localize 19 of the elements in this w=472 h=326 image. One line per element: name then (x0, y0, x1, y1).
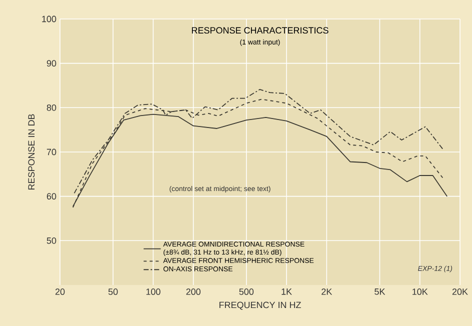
y-tick-label: 90 (46, 60, 56, 67)
x-tick-label: 1K (282, 288, 292, 295)
x-tick-label: 2K (322, 288, 332, 295)
text: RESPONSE CHARACTERISTICS (192, 27, 328, 34)
y-tick-label: 80 (46, 104, 56, 111)
x-tick-label: 50 (108, 288, 118, 295)
y-tick-label: 100 (42, 16, 56, 22)
x-tick-label: 20 (55, 288, 65, 295)
y-tick-label: 60 (46, 193, 56, 200)
x-tick-label: 500 (239, 288, 254, 295)
y-tick-label: 70 (46, 148, 56, 156)
y-tick-label: 50 (46, 237, 56, 244)
x-tick-label: 5K (374, 288, 386, 295)
x-tick-label: 20K (452, 288, 468, 295)
x-tick-label: 100 (146, 288, 160, 295)
x-tick-label: 200 (186, 288, 200, 295)
x-axis-title: FREQUENCY IN HZ (219, 302, 301, 310)
y-axis-title: RESPONSE IN DB (28, 114, 35, 190)
x-tick-label: 10K (412, 288, 428, 295)
